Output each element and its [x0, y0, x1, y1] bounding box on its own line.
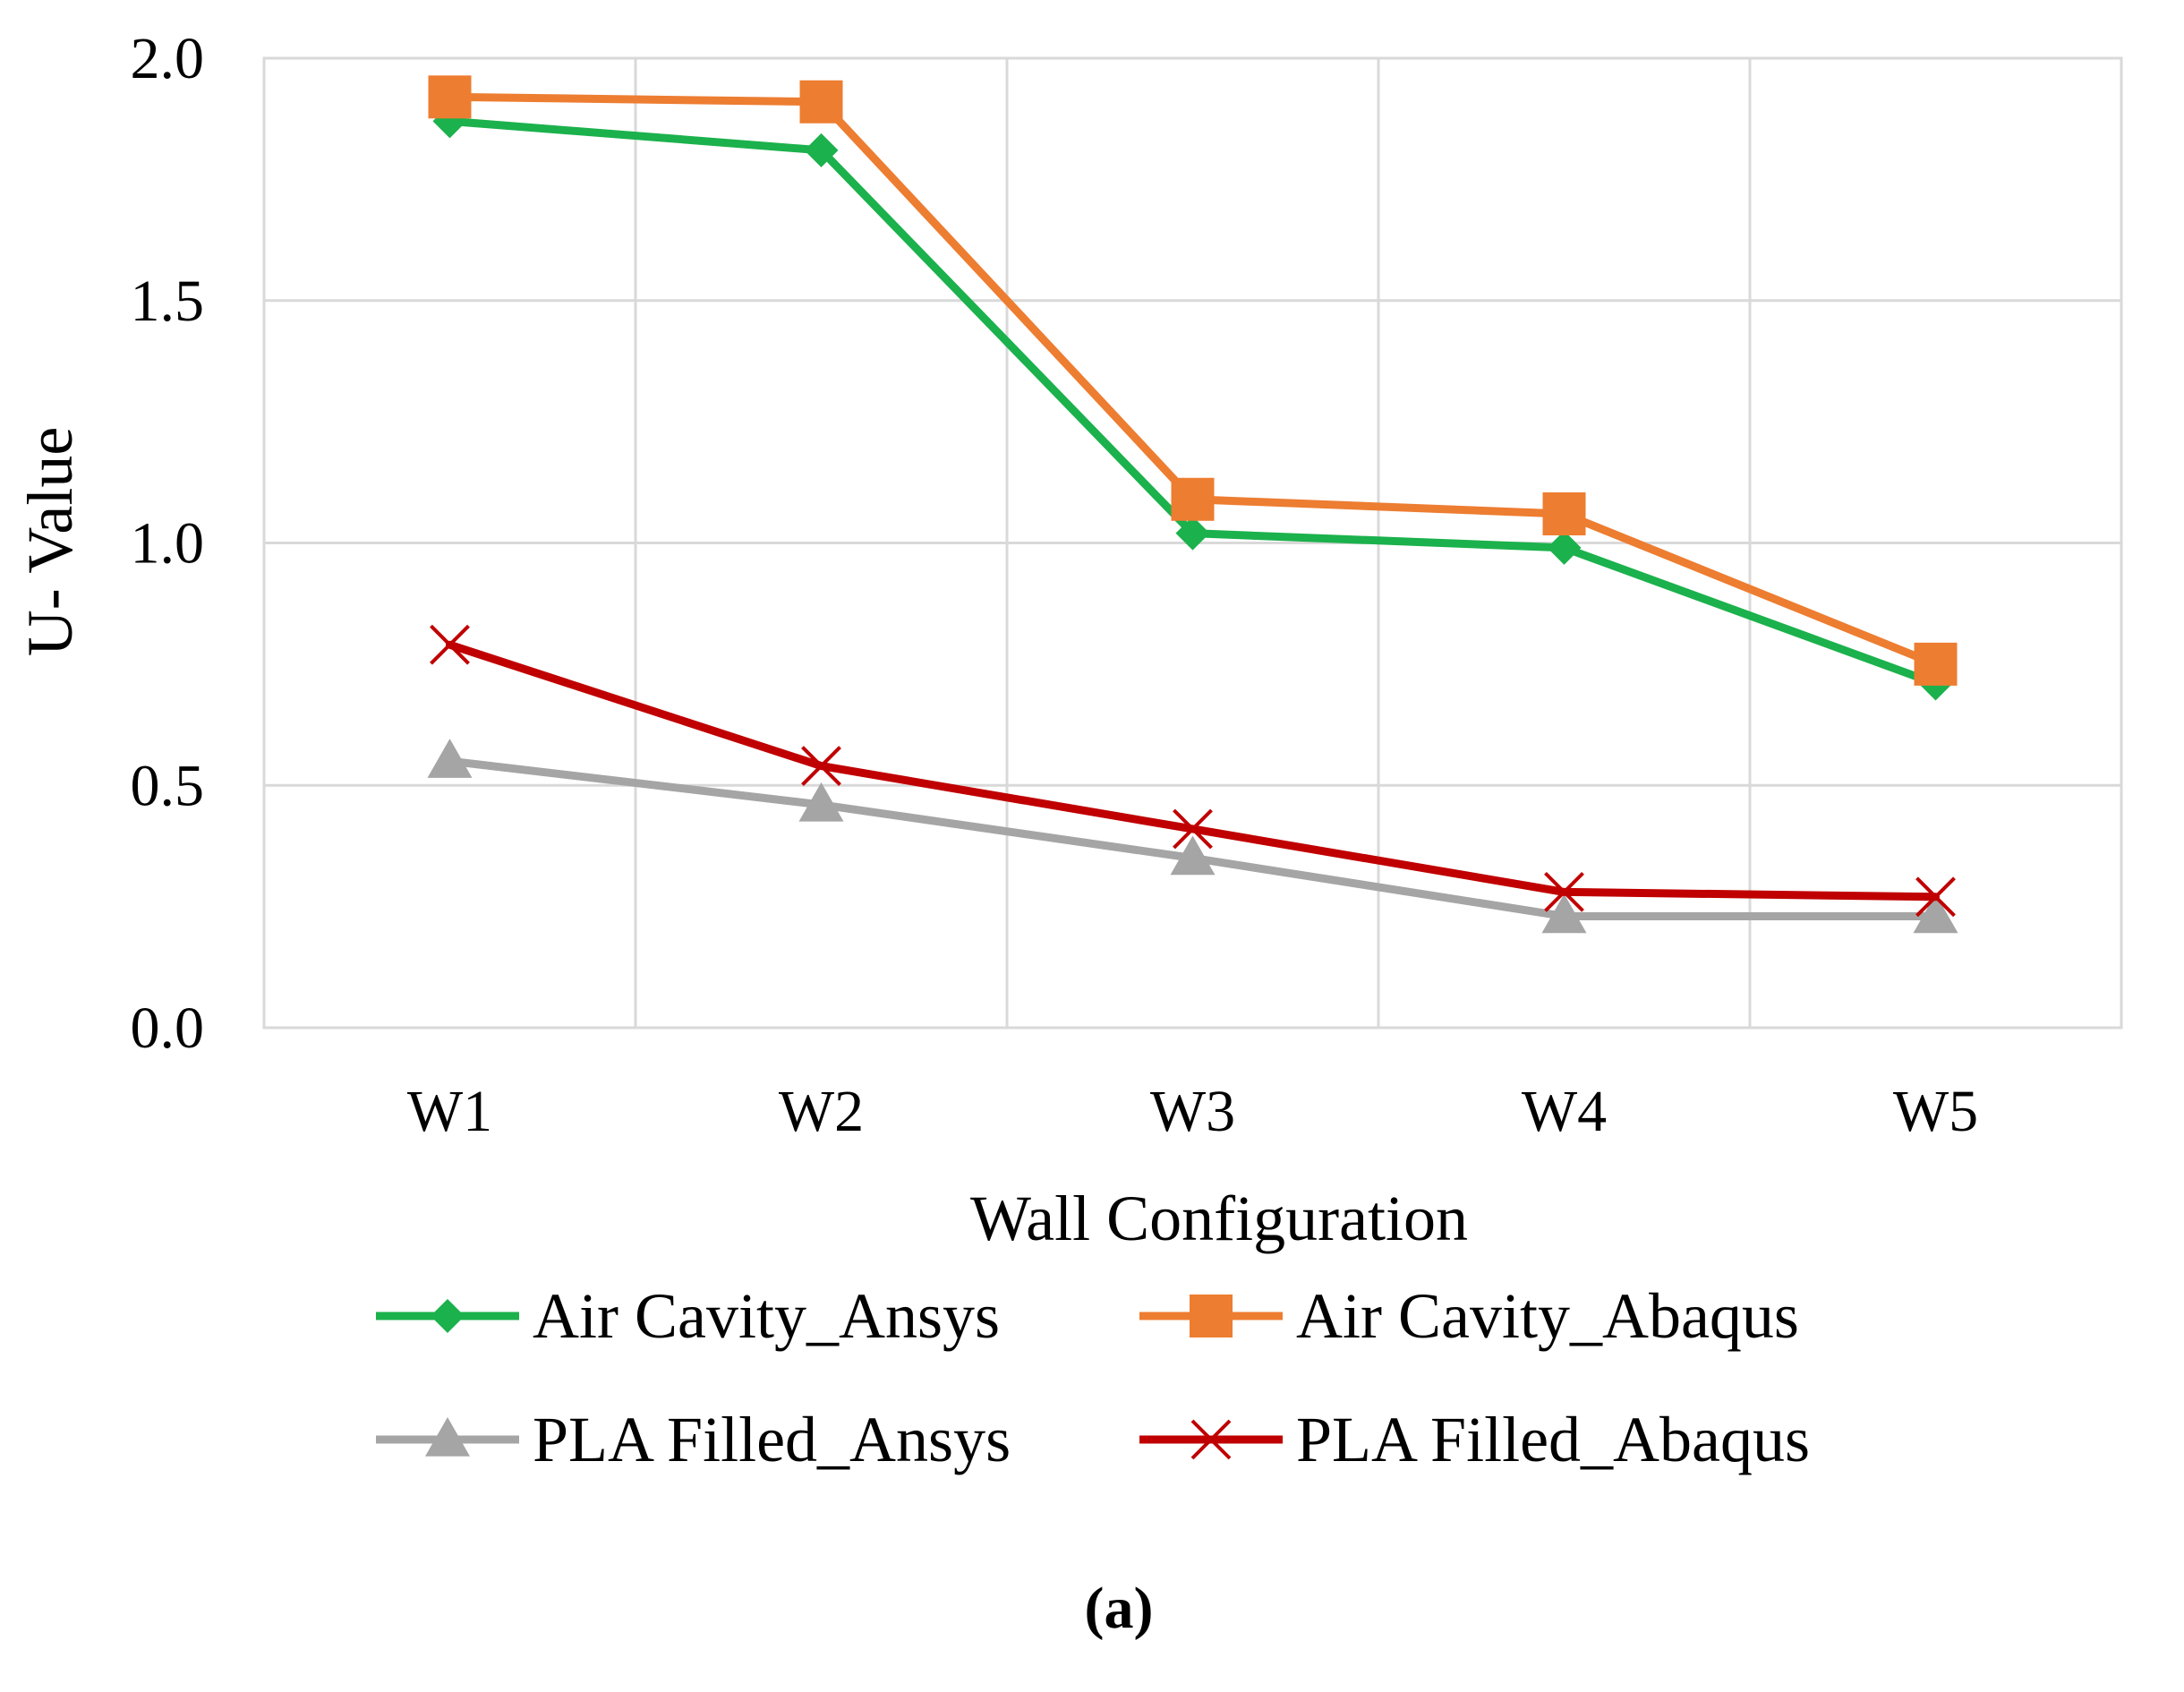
legend-label: PLA Filled_Ansys: [533, 1404, 1011, 1475]
data-point-pla-filled-abaqus-stroke: [801, 746, 841, 787]
data-point-pla-filled-abaqus-stroke: [1544, 871, 1584, 912]
x-axis-title: Wall Configuration: [970, 1183, 1468, 1254]
data-point-air-cavity-abaqus: [1171, 477, 1215, 521]
x-axis-ticks: W1 W2 W3 W4 W5: [407, 1079, 1978, 1144]
data-point-pla-filled-abaqus-stroke: [430, 624, 470, 665]
data-point-pla-filled-ansys: [1913, 893, 1958, 934]
legend: Air Cavity_Ansys Air Cavity_Abaqus PLA Fil…: [376, 1280, 1810, 1475]
data-point-pla-filled-ansys: [427, 739, 473, 778]
data-point-air-cavity-ansys: [432, 104, 467, 139]
x-tick-label: W1: [407, 1079, 492, 1144]
data-point-pla-filled-ansys: [798, 782, 844, 822]
x-tick-label: W3: [1150, 1079, 1235, 1144]
data-point-air-cavity-abaqus: [799, 80, 843, 124]
data-point-pla-filled-abaqus-stroke: [1173, 808, 1213, 850]
legend-marker: [1190, 1419, 1232, 1460]
y-tick-label: 0.5: [131, 753, 205, 818]
series-line-air-cavity-abaqus: [446, 92, 1940, 669]
legend-marker: [431, 1299, 465, 1333]
data-point-air-cavity-ansys: [1547, 530, 1582, 565]
legend-item-pla-filled-abaqus: PLA Filled_Abaqus: [1139, 1404, 1810, 1475]
legend-item-air-cavity-ansys: Air Cavity_Ansys: [376, 1280, 1000, 1352]
data-point-air-cavity-abaqus: [428, 75, 472, 119]
x-tick-label: W5: [1893, 1079, 1978, 1144]
y-axis-title: U- Value: [14, 427, 86, 657]
plot-area-border: [262, 56, 2123, 1030]
y-axis-ticks: 0.0 0.5 1.0 1.5 2.0: [131, 26, 205, 1061]
chart-series: [427, 75, 1958, 934]
y-tick-label: 0.0: [131, 996, 205, 1061]
legend-label: Air Cavity_Ansys: [533, 1280, 1000, 1352]
data-point-pla-filled-abaqus: [430, 624, 470, 665]
data-point-pla-filled-abaqus: [1915, 876, 1956, 918]
legend-marker-stroke: [1190, 1419, 1232, 1460]
data-point-pla-filled-abaqus: [1173, 808, 1213, 850]
series-air-cavity-abaqus: [428, 75, 1958, 686]
data-point-air-cavity-ansys: [1175, 516, 1210, 551]
data-point-air-cavity-abaqus: [1914, 642, 1958, 686]
series-pla-filled-ansys: [427, 739, 1958, 934]
legend-item-pla-filled-ansys: PLA Filled_Ansys: [376, 1404, 1011, 1475]
legend-marker: [425, 1417, 470, 1457]
y-tick-label: 2.0: [131, 26, 205, 91]
legend-marker: [1190, 1295, 1233, 1337]
legend-label: Air Cavity_Abaqus: [1296, 1280, 1799, 1352]
x-tick-label: W2: [779, 1079, 864, 1144]
y-tick-label: 1.5: [131, 269, 205, 334]
x-tick-label: W4: [1522, 1079, 1607, 1144]
data-point-pla-filled-abaqus: [801, 746, 841, 787]
data-point-air-cavity-ansys: [804, 132, 839, 167]
data-point-pla-filled-abaqus: [1544, 871, 1584, 912]
series-air-cavity-ansys: [432, 104, 1953, 701]
legend-item-air-cavity-abaqus: Air Cavity_Abaqus: [1139, 1280, 1799, 1352]
y-tick-label: 1.0: [131, 511, 205, 577]
series-line-air-cavity-ansys: [446, 116, 1940, 688]
data-point-pla-filled-ansys: [1541, 893, 1587, 934]
data-point-pla-filled-ansys: [1170, 835, 1216, 876]
data-point-pla-filled-abaqus-stroke: [1915, 876, 1956, 918]
legend-label: PLA Filled_Abaqus: [1296, 1404, 1810, 1475]
figure-caption: (a): [1085, 1576, 1154, 1641]
series-pla-filled-abaqus: [430, 624, 1956, 918]
data-point-air-cavity-abaqus: [1542, 492, 1586, 536]
